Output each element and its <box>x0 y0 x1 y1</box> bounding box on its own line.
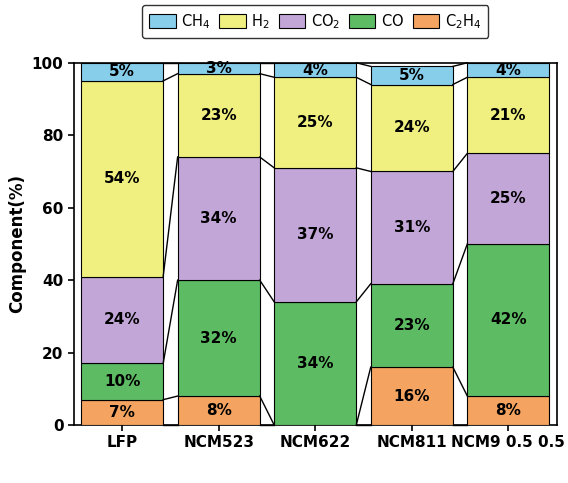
Bar <box>81 276 163 363</box>
Text: 5%: 5% <box>109 64 135 79</box>
Bar <box>371 284 453 367</box>
Text: 32%: 32% <box>201 330 237 346</box>
Bar <box>274 302 356 425</box>
Bar <box>274 77 356 168</box>
Text: 3%: 3% <box>206 61 232 76</box>
Bar <box>371 367 453 425</box>
Text: 8%: 8% <box>495 403 521 418</box>
Text: 21%: 21% <box>490 108 527 123</box>
Text: 16%: 16% <box>394 388 430 404</box>
Text: 42%: 42% <box>490 313 527 327</box>
Text: 8%: 8% <box>206 403 232 418</box>
Bar <box>467 77 549 154</box>
Legend: $\rm CH_4$, $\rm H_2$, $\rm CO_2$, $\rm CO$, $\rm C_2H_4$: $\rm CH_4$, $\rm H_2$, $\rm CO_2$, $\rm … <box>142 5 488 38</box>
Bar <box>178 157 260 280</box>
Bar <box>467 244 549 396</box>
Text: 24%: 24% <box>394 120 430 136</box>
Text: 5%: 5% <box>399 68 425 83</box>
Text: 23%: 23% <box>201 108 237 123</box>
Bar <box>371 85 453 171</box>
Text: 7%: 7% <box>109 405 135 420</box>
Text: 4%: 4% <box>302 62 328 78</box>
Y-axis label: Component(%): Component(%) <box>8 174 26 313</box>
Bar <box>274 168 356 302</box>
Text: 25%: 25% <box>490 191 527 206</box>
Bar <box>81 363 163 400</box>
Bar <box>81 81 163 276</box>
Text: 37%: 37% <box>297 227 333 242</box>
Bar <box>371 171 453 284</box>
Text: 23%: 23% <box>394 318 430 333</box>
Bar <box>467 396 549 425</box>
Text: 54%: 54% <box>104 171 140 186</box>
Text: 34%: 34% <box>297 356 333 371</box>
Text: 34%: 34% <box>201 211 237 226</box>
Text: 25%: 25% <box>297 115 333 130</box>
Text: 10%: 10% <box>104 374 140 389</box>
Text: 24%: 24% <box>104 313 140 327</box>
Text: 4%: 4% <box>495 62 521 78</box>
Bar <box>178 280 260 396</box>
Bar <box>467 63 549 77</box>
Bar <box>81 63 163 81</box>
Text: 31%: 31% <box>394 220 430 235</box>
Bar <box>178 396 260 425</box>
Bar <box>178 73 260 157</box>
Bar <box>467 153 549 244</box>
Bar <box>81 400 163 425</box>
Bar <box>178 63 260 73</box>
Bar <box>371 66 453 85</box>
Bar <box>274 63 356 77</box>
